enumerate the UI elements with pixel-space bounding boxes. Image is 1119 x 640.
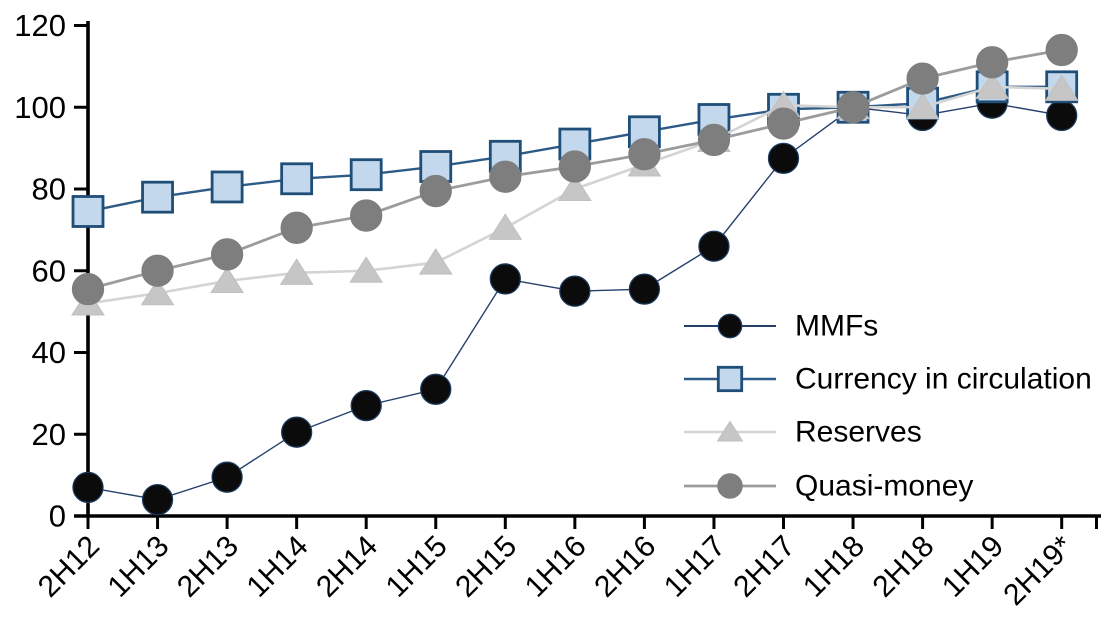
data-point-quasi-money (906, 62, 939, 95)
legend-label-mmfs: MMFs (795, 310, 878, 343)
x-tick-label: 2H19* (997, 529, 1080, 612)
y-tick-label: 60 (32, 253, 66, 288)
data-point-quasi-money (280, 211, 313, 244)
legend-item-mmfs: MMFs (684, 310, 878, 343)
legend-label-currency-in-circulation: Currency in circulation (795, 363, 1092, 396)
data-point-reserves (557, 174, 592, 202)
data-point-currency-in-circulation (210, 170, 244, 204)
legend-item-currency-in-circulation: Currency in circulation (684, 363, 1092, 396)
data-point-currency-in-circulation (141, 180, 174, 214)
data-point-reserves (140, 278, 175, 306)
x-axis-tick-labels: 2H121H132H131H142H141H152H151H162H161H17… (32, 529, 1080, 612)
data-point-reserves (975, 72, 1010, 99)
legend-marker-mmfs (717, 313, 743, 339)
legend-marker-currency-in-circulation (716, 365, 744, 393)
legend: MMFs Currency in circulation Reserves Quasi… (684, 310, 1092, 503)
data-series (71, 33, 1079, 516)
y-tick-label: 20 (32, 417, 66, 452)
y-axis-tick-labels: 0 20 40 60 80 100 120 (14, 8, 66, 534)
x-tick-label: 1H14 (241, 530, 315, 604)
legend-label-reserves: Reserves (795, 416, 922, 449)
x-tick-label: 2H16 (588, 530, 662, 604)
data-point-reserves (905, 92, 940, 120)
axes (74, 21, 1101, 529)
data-point-quasi-money (558, 150, 591, 183)
x-tick-label: 2H13 (171, 530, 245, 604)
legend-label-quasi-money: Quasi-money (795, 470, 973, 503)
data-point-mmfs (420, 373, 452, 405)
legend-marker-quasi-money (717, 473, 743, 499)
series-currency-in-circulation (71, 70, 1079, 228)
data-point-reserves (349, 256, 384, 283)
data-point-currency-in-circulation (280, 162, 314, 196)
data-point-mmfs (350, 389, 382, 422)
legend-item-quasi-money: Quasi-money (684, 470, 973, 503)
data-point-quasi-money (976, 46, 1009, 79)
x-tick-label: 1H16 (519, 530, 593, 604)
data-point-mmfs (628, 273, 661, 305)
x-tick-label: 1H19 (936, 530, 1010, 604)
data-point-mmfs (698, 230, 730, 262)
data-point-mmfs (559, 275, 591, 307)
x-tick-label: 2H17 (727, 530, 801, 604)
legend-marker-reserves (716, 420, 744, 442)
data-point-mmfs (1046, 99, 1078, 132)
data-point-quasi-money (697, 123, 731, 157)
data-point-reserves (279, 258, 314, 285)
series-quasi-money (71, 33, 1078, 306)
data-point-reserves (488, 213, 523, 240)
x-tick-label: 2H15 (449, 530, 523, 604)
data-point-quasi-money (628, 138, 661, 171)
data-point-reserves (210, 266, 245, 293)
data-point-quasi-money (489, 160, 522, 193)
data-point-quasi-money (210, 238, 244, 271)
data-point-quasi-money (767, 107, 800, 140)
x-tick-label: 2H18 (867, 530, 941, 604)
data-point-quasi-money (141, 254, 174, 287)
data-point-quasi-money (836, 91, 870, 124)
data-point-quasi-money (419, 174, 452, 208)
data-point-mmfs (280, 416, 313, 448)
data-point-mmfs (211, 461, 243, 493)
data-point-reserves (1044, 74, 1079, 101)
y-tick-label: 80 (32, 172, 66, 207)
y-tick-label: 40 (32, 335, 66, 370)
x-tick-label: 2H12 (32, 530, 106, 604)
data-point-mmfs (141, 483, 174, 516)
data-point-currency-in-circulation (349, 158, 383, 192)
data-point-quasi-money (71, 272, 105, 306)
x-tick-label: 1H15 (380, 530, 454, 604)
data-point-currency-in-circulation (71, 195, 105, 228)
data-point-mmfs (72, 471, 104, 504)
data-point-quasi-money (350, 199, 383, 232)
data-point-quasi-money (1045, 33, 1078, 67)
legend-item-reserves: Reserves (684, 416, 922, 449)
data-point-mmfs (489, 263, 521, 295)
data-point-reserves (418, 248, 453, 275)
y-tick-label: 120 (14, 8, 66, 43)
x-tick-label: 2H14 (310, 530, 384, 604)
y-tick-label: 100 (14, 90, 66, 125)
x-tick-label: 1H13 (101, 530, 175, 604)
x-tick-label: 1H18 (797, 530, 871, 604)
data-point-mmfs (767, 142, 800, 174)
y-tick-label: 0 (49, 499, 66, 534)
x-tick-label: 1H17 (658, 530, 732, 604)
